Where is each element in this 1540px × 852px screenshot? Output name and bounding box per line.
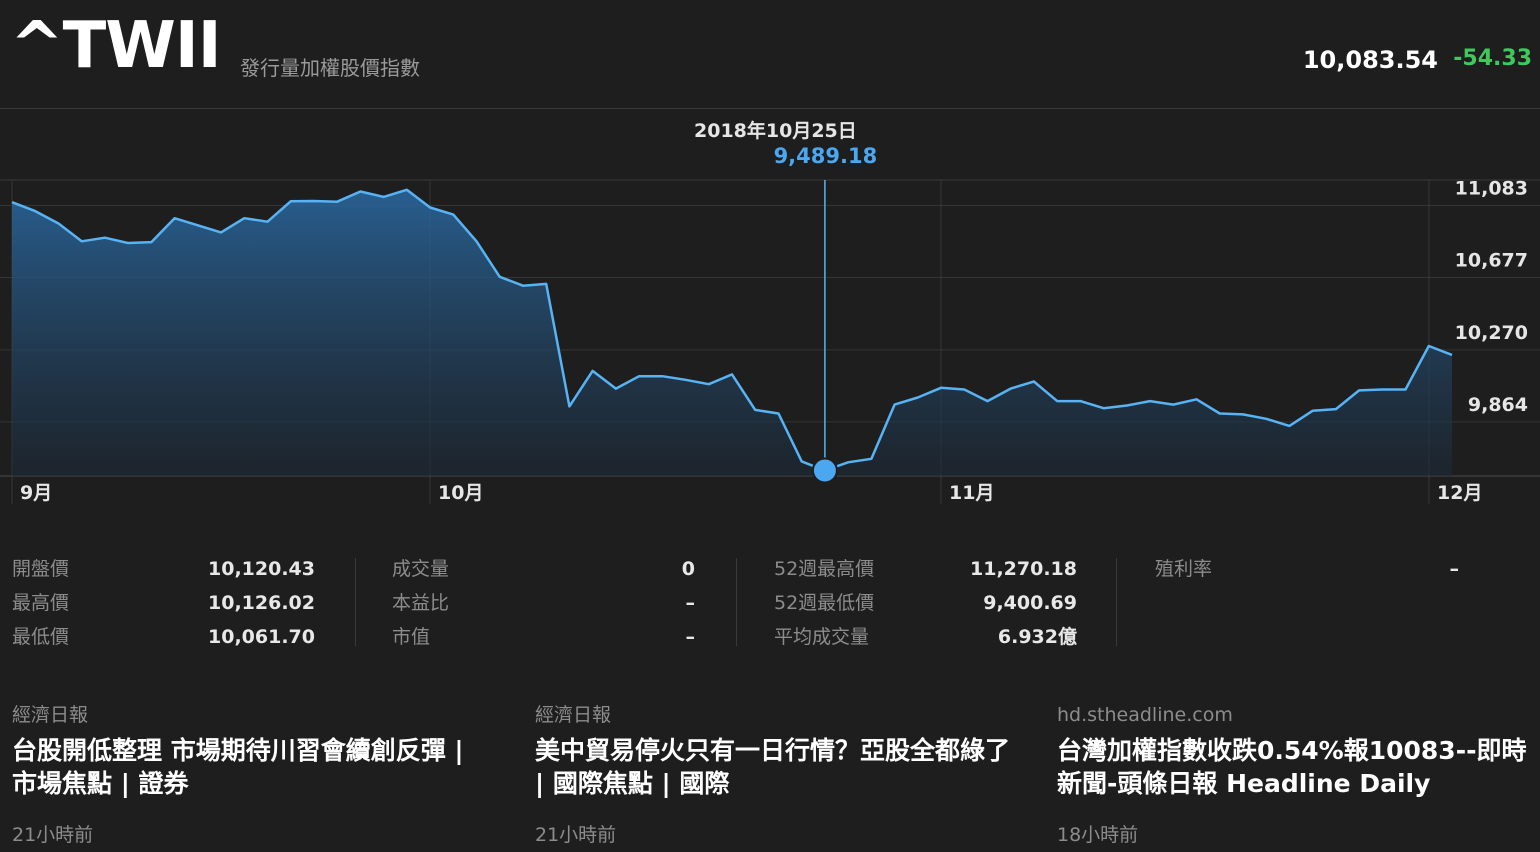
stat-52wk-low: 52週最低價 9,400.69 — [762, 586, 1077, 620]
stats-col-3: 52週最高價 11,270.18 52週最低價 9,400.69 平均成交量 6… — [762, 552, 1077, 656]
tooltip-date: 2018年10月25日 — [694, 120, 857, 142]
stats-col-4: 殖利率 – — [1143, 552, 1459, 656]
news-time: 21小時前 — [535, 824, 617, 846]
column-divider — [1116, 558, 1117, 646]
index-name: 發行量加權股價指數 — [240, 56, 420, 80]
stat-low: 最低價 10,061.70 — [0, 620, 315, 654]
news-item[interactable]: hd.stheadline.com 台灣加權指數收跌0.54%報10083--即… — [1057, 700, 1537, 852]
y-tick-label: 10,270 — [1455, 322, 1528, 344]
stat-open: 開盤價 10,120.43 — [0, 552, 315, 586]
stat-label: 52週最高價 — [774, 558, 875, 580]
column-divider — [736, 558, 737, 646]
stock-symbol: ^TWII — [10, 9, 221, 83]
news-title[interactable]: 台灣加權指數收跌0.54%報10083--即時新聞-頭條日報 Headline … — [1057, 736, 1527, 798]
stat-label: 最低價 — [12, 626, 70, 648]
news-source: 經濟日報 — [535, 704, 612, 726]
stat-label: 本益比 — [392, 592, 450, 614]
tooltip-value: 9,489.18 — [773, 144, 878, 168]
chart-canvas[interactable]: 11,083 10,677 10,270 9,864 9月 10月 11月 12月 — [0, 108, 1540, 510]
stat-value: 10,061.70 — [208, 626, 315, 648]
stat-yield: 殖利率 – — [1143, 552, 1459, 586]
stats-col-2: 成交量 0 本益比 – 市值 – — [380, 552, 695, 656]
column-divider — [355, 558, 356, 646]
news-source: 經濟日報 — [12, 704, 89, 726]
chart-area-fill — [12, 189, 1452, 477]
news-item[interactable]: 經濟日報 美中貿易停火只有一日行情？亞股全都綠了 | 國際焦點 | 國際 21小… — [535, 700, 1015, 852]
stat-value: 10,120.43 — [208, 558, 315, 580]
news-title[interactable]: 美中貿易停火只有一日行情？亞股全都綠了 | 國際焦點 | 國際 — [535, 736, 1011, 798]
x-tick-label: 9月 — [20, 482, 52, 504]
price-change: -54.33 — [1453, 46, 1532, 71]
highlight-point — [811, 457, 838, 484]
stat-label: 52週最低價 — [774, 592, 875, 614]
y-tick-label: 10,677 — [1455, 250, 1528, 272]
stat-value: 9,400.69 — [983, 592, 1077, 614]
last-price: 10,083.54 — [1302, 46, 1438, 74]
stat-value: – — [685, 592, 696, 614]
stat-label: 殖利率 — [1155, 558, 1213, 580]
stat-value: 10,126.02 — [208, 592, 315, 614]
x-tick-label: 11月 — [949, 482, 994, 504]
price-chart[interactable]: 2018年10月25日 9,489.18 11,083 10,677 10,270 9… — [0, 108, 1540, 510]
news-source: hd.stheadline.com — [1057, 704, 1233, 726]
stat-value: 6.932億 — [997, 626, 1077, 648]
stat-value: – — [685, 626, 696, 648]
stat-market-cap: 市值 – — [380, 620, 695, 654]
stat-label: 平均成交量 — [774, 626, 870, 648]
stat-label: 最高價 — [12, 592, 70, 614]
stat-label: 市值 — [392, 626, 431, 648]
news-time: 21小時前 — [12, 824, 94, 846]
news-item[interactable]: 經濟日報 台股開低整理 市場期待川習會續創反彈 | 市場焦點 | 證券 21小時… — [12, 700, 492, 852]
stat-value: – — [1449, 558, 1460, 580]
stat-pe: 本益比 – — [380, 586, 695, 620]
news-title[interactable]: 台股開低整理 市場期待川習會續創反彈 | 市場焦點 | 證券 — [12, 736, 464, 798]
y-tick-label: 11,083 — [1455, 177, 1528, 199]
stats-col-1: 開盤價 10,120.43 最高價 10,126.02 最低價 10,061.7… — [0, 552, 315, 656]
x-tick-label: 12月 — [1437, 482, 1482, 504]
stat-volume: 成交量 0 — [380, 552, 695, 586]
stat-label: 成交量 — [392, 558, 450, 580]
stat-value: 0 — [681, 558, 695, 580]
stock-header: ^TWII 發行量加權股價指數 10,083.54 -54.33 — [0, 0, 1540, 109]
news-time: 18小時前 — [1057, 824, 1139, 846]
stat-avg-volume: 平均成交量 6.932億 — [762, 620, 1077, 654]
stat-label: 開盤價 — [12, 558, 70, 580]
stat-value: 11,270.18 — [970, 558, 1077, 580]
stat-high: 最高價 10,126.02 — [0, 586, 315, 620]
stats-panel: 開盤價 10,120.43 最高價 10,126.02 最低價 10,061.7… — [0, 552, 1540, 656]
x-tick-label: 10月 — [438, 482, 483, 504]
y-tick-label: 9,864 — [1468, 394, 1528, 416]
chart-series-line — [11, 188, 1453, 472]
stat-52wk-high: 52週最高價 11,270.18 — [762, 552, 1077, 586]
